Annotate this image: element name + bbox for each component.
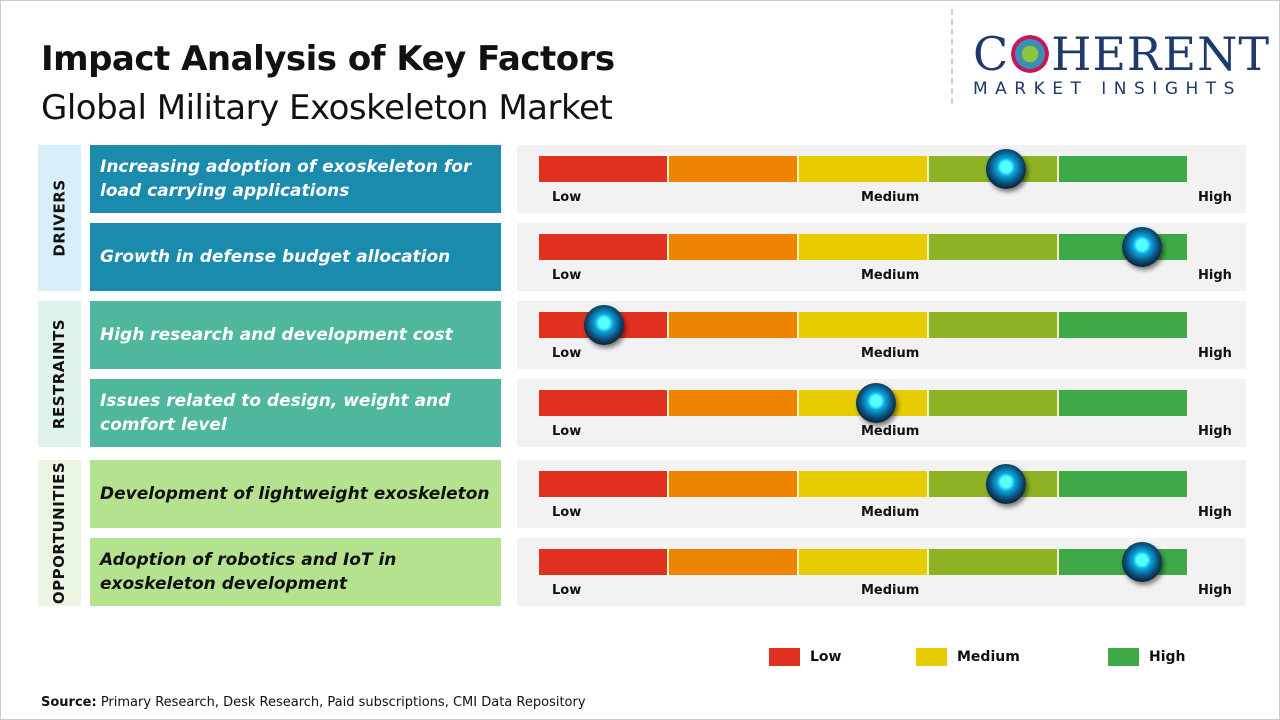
- impact-scale: Low Medium High: [517, 301, 1246, 369]
- scale-segment: [799, 234, 929, 260]
- scale-segment: [799, 471, 929, 497]
- scale-label-low: Low: [552, 268, 582, 283]
- factor-label: Growth in defense budget allocation: [90, 223, 501, 291]
- chart-title: Impact Analysis of Key Factors: [41, 39, 615, 79]
- scale-label-medium: Medium: [861, 190, 920, 205]
- scale-label-low: Low: [552, 505, 582, 520]
- category-name: RESTRAINTS: [50, 318, 69, 430]
- scale-segment: [539, 390, 669, 416]
- scale-label-medium: Medium: [861, 346, 920, 361]
- impact-scale: Low Medium High: [517, 538, 1246, 606]
- factor-label: Increasing adoption of exoskeleton for l…: [90, 145, 501, 213]
- scale-segment: [669, 549, 799, 575]
- impact-marker: [855, 383, 896, 423]
- impact-scale: Low Medium High: [517, 145, 1246, 213]
- scale-segment: [1059, 312, 1187, 338]
- impact-scale: Low Medium High: [517, 379, 1246, 447]
- scale-label-low: Low: [552, 583, 582, 598]
- legend-swatch-medium: [916, 648, 947, 666]
- impact-bar: [539, 156, 1187, 182]
- scale-segment: [539, 156, 669, 182]
- category-label-opportunities: OPPORTUNITIES: [38, 460, 81, 606]
- scale-label-high: High: [1198, 505, 1232, 520]
- impact-marker: [1121, 227, 1162, 267]
- category-label-restraints: RESTRAINTS: [38, 301, 81, 447]
- scale-label-medium: Medium: [861, 268, 920, 283]
- legend-medium: Medium: [916, 648, 1020, 666]
- legend-low: Low: [769, 648, 841, 666]
- scale-label-high: High: [1198, 424, 1232, 439]
- impact-marker: [985, 149, 1026, 189]
- scale-label-low: Low: [552, 190, 582, 205]
- scale-label-low: Low: [552, 424, 582, 439]
- impact-bar: [539, 471, 1187, 497]
- scale-segment: [929, 549, 1059, 575]
- impact-scale: Low Medium High: [517, 223, 1246, 291]
- factor-label: High research and development cost: [90, 301, 501, 369]
- scale-segment: [799, 312, 929, 338]
- impact-bar: [539, 390, 1187, 416]
- impact-scale: Low Medium High: [517, 460, 1246, 528]
- scale-segment: [1059, 390, 1187, 416]
- scale-segment: [1059, 156, 1187, 182]
- scale-label-high: High: [1198, 583, 1232, 598]
- scale-label-medium: Medium: [861, 505, 920, 520]
- scale-label-high: High: [1198, 190, 1232, 205]
- scale-segment: [539, 549, 669, 575]
- scale-segment: [799, 156, 929, 182]
- impact-bar: [539, 312, 1187, 338]
- scale-label-medium: Medium: [861, 583, 920, 598]
- scale-segment: [929, 390, 1059, 416]
- scale-segment: [1059, 471, 1187, 497]
- scale-segment: [799, 549, 929, 575]
- legend-swatch-low: [769, 648, 800, 666]
- scale-segment: [929, 312, 1059, 338]
- impact-marker: [985, 464, 1026, 504]
- scale-segment: [669, 234, 799, 260]
- scale-label-low: Low: [552, 346, 582, 361]
- legend-high: High: [1108, 648, 1186, 666]
- category-name: OPPORTUNITIES: [50, 461, 69, 605]
- scale-label-medium: Medium: [861, 424, 920, 439]
- factor-label: Adoption of robotics and IoT in exoskele…: [90, 538, 501, 606]
- source-note: Source: Primary Research, Desk Research,…: [41, 695, 586, 710]
- impact-bar: [539, 234, 1187, 260]
- scale-segment: [929, 234, 1059, 260]
- globe-icon: [1011, 35, 1050, 73]
- category-label-drivers: DRIVERS: [38, 145, 81, 291]
- scale-segment: [669, 312, 799, 338]
- category-name: DRIVERS: [50, 179, 69, 257]
- impact-marker: [1121, 542, 1162, 582]
- scale-segment: [539, 471, 669, 497]
- scale-segment: [669, 471, 799, 497]
- chart-subtitle: Global Military Exoskeleton Market: [41, 88, 613, 128]
- coherent-logo: C HERENT MARKET INSIGHTS: [951, 9, 1271, 104]
- scale-segment: [669, 156, 799, 182]
- legend-swatch-high: [1108, 648, 1139, 666]
- impact-marker: [583, 305, 624, 345]
- factor-label: Issues related to design, weight and com…: [90, 379, 501, 447]
- scale-segment: [669, 390, 799, 416]
- impact-bar: [539, 549, 1187, 575]
- scale-segment: [539, 234, 669, 260]
- scale-label-high: High: [1198, 346, 1232, 361]
- scale-label-high: High: [1198, 268, 1232, 283]
- factor-label: Development of lightweight exoskeleton: [90, 460, 501, 528]
